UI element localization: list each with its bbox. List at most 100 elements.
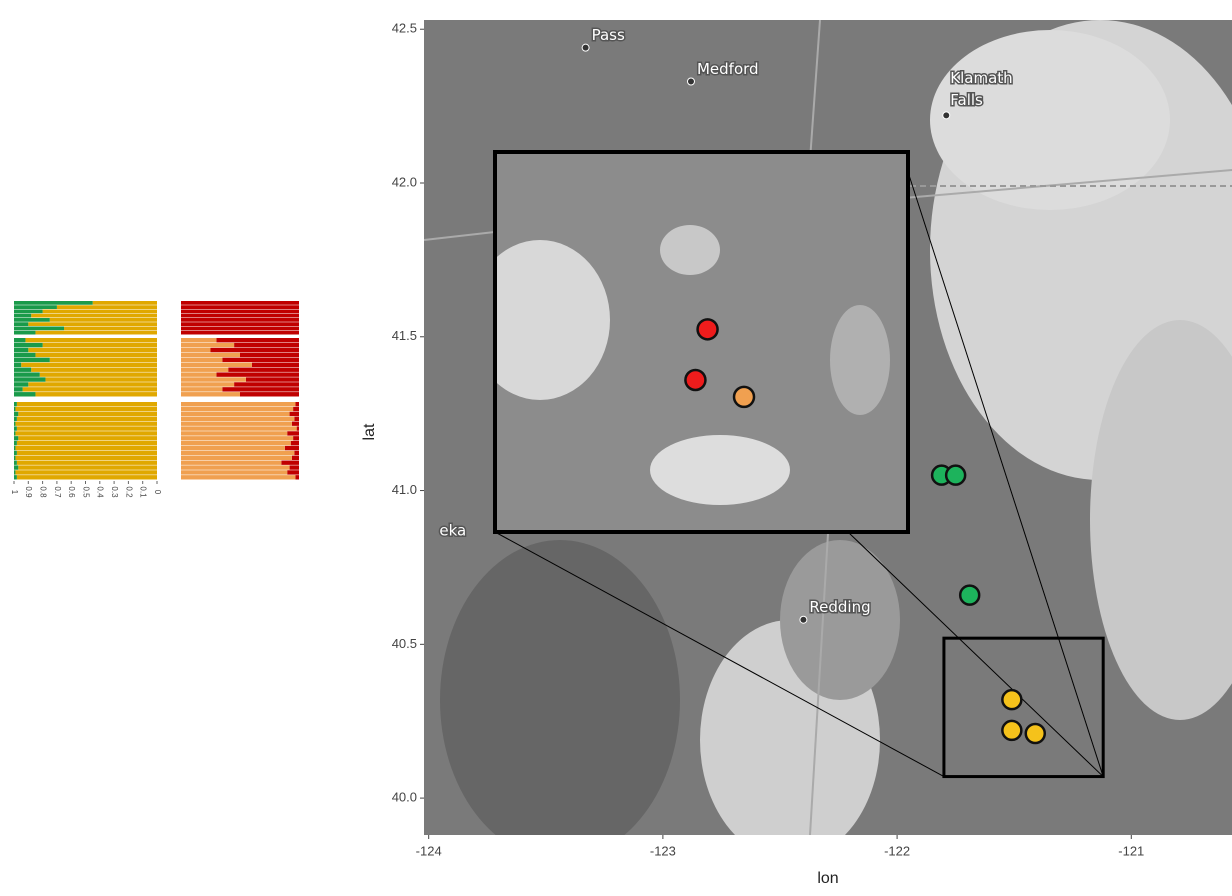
structure-bar	[14, 412, 18, 416]
structure-bar	[181, 382, 234, 386]
structure-bar	[228, 368, 299, 372]
structure-bar	[240, 392, 299, 396]
structure-bar	[40, 372, 157, 376]
structure-bar	[211, 348, 300, 352]
structure-bar	[181, 470, 287, 474]
x-tick-label: -123	[650, 843, 676, 858]
structure-bar	[293, 436, 299, 440]
structure-bar	[21, 363, 157, 367]
place-dot	[687, 78, 694, 85]
structure-bar	[14, 387, 23, 391]
structure-bar	[18, 436, 157, 440]
structure-bar	[293, 407, 299, 411]
structure-bar	[14, 348, 28, 352]
structure-bar	[181, 318, 299, 322]
structure-bar	[14, 451, 17, 455]
structure-bar	[28, 382, 157, 386]
structure-bar	[14, 318, 50, 322]
structure-bar	[181, 387, 222, 391]
structure-bar	[14, 456, 15, 460]
structure-bar	[181, 426, 297, 430]
structure-bar	[14, 475, 17, 479]
structure-bar	[14, 338, 25, 342]
x-tick-label: 0.8	[38, 486, 47, 498]
structure-bar	[216, 338, 299, 342]
x-tick-label: 0.9	[24, 486, 33, 498]
structure-bar	[15, 446, 157, 450]
structure-bar	[14, 358, 50, 362]
structure-bar	[45, 377, 157, 381]
structure-bar	[14, 417, 17, 421]
structure-bar	[181, 407, 293, 411]
site-point	[1002, 721, 1021, 740]
structure-bar	[181, 392, 240, 396]
structure-bar	[287, 431, 299, 435]
structure-bar	[35, 353, 157, 357]
structure-bar	[181, 363, 252, 367]
x-tick-label: 0	[153, 490, 162, 495]
structure-bar	[181, 353, 240, 357]
y-tick-label: 41.0	[392, 482, 417, 497]
structure-bar	[287, 470, 299, 474]
structure-bar	[181, 431, 287, 435]
structure-bar	[181, 377, 246, 381]
place-label: Falls	[950, 91, 983, 109]
structure-bar	[290, 412, 299, 416]
place-label: Klamath	[950, 69, 1012, 87]
structure-bar	[15, 422, 157, 426]
structure-bar	[17, 451, 157, 455]
valley	[930, 30, 1170, 210]
structure-bar	[28, 322, 157, 326]
y-tick-label: 40.5	[392, 636, 417, 651]
structure-bar	[292, 456, 299, 460]
structure-bar	[14, 343, 43, 347]
structure-bar	[14, 465, 18, 469]
structure-bar	[15, 431, 157, 435]
structure-bar	[234, 343, 299, 347]
structure-bar	[181, 305, 299, 309]
inset-point	[685, 370, 705, 390]
site-point	[946, 466, 965, 485]
structure-bar	[28, 348, 157, 352]
structure-bar	[14, 305, 57, 309]
x-axis-label: lon	[817, 870, 838, 887]
structure-bar	[181, 343, 234, 347]
structure-bar	[18, 412, 157, 416]
structure-bar	[50, 358, 157, 362]
structure-bar	[17, 417, 157, 421]
structure-bar	[14, 310, 43, 314]
place-dot	[582, 44, 589, 51]
x-tick-label: -122	[884, 843, 910, 858]
structure-bar	[15, 470, 157, 474]
structure-bar	[14, 331, 35, 335]
inset-map	[470, 152, 908, 532]
structure-bar	[181, 322, 299, 326]
structure-bar	[14, 314, 31, 318]
place-label: eka	[439, 521, 466, 539]
structure-bar	[93, 301, 157, 305]
structure-bar	[14, 407, 15, 411]
structure-bar	[181, 358, 222, 362]
structure-bar	[14, 422, 15, 426]
structure-bar	[294, 451, 299, 455]
structure-bar	[181, 451, 294, 455]
structure-bar	[181, 475, 295, 479]
structure-bar	[285, 446, 299, 450]
structure-bar	[25, 338, 157, 342]
structure-bar	[181, 368, 228, 372]
structure-bar	[14, 431, 15, 435]
structure-bar	[294, 417, 299, 421]
x-tick-label: -121	[1118, 843, 1144, 858]
y-tick-label: 42.5	[392, 21, 417, 36]
structure-bar	[14, 392, 35, 396]
structure-bar	[181, 348, 211, 352]
structure-bar	[18, 465, 157, 469]
structure-bar	[181, 436, 293, 440]
structure-bar	[14, 402, 17, 406]
structure-bar	[291, 441, 299, 445]
structure-bar	[35, 331, 157, 335]
page: {"chart_data": [ {"type": "structure", "…	[0, 0, 1232, 896]
y-axis-label: lat	[361, 423, 378, 440]
structure-bar	[57, 305, 157, 309]
place-dot	[943, 112, 950, 119]
